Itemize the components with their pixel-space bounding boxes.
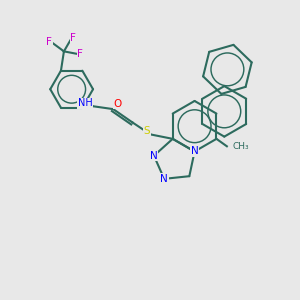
Text: CH₃: CH₃ [232,142,249,151]
Text: F: F [77,49,83,59]
Text: N: N [191,146,199,157]
Text: S: S [143,126,150,136]
Text: F: F [70,33,76,43]
Text: O: O [114,99,122,109]
Text: N: N [160,174,168,184]
Text: N: N [150,151,158,161]
Text: F: F [46,37,52,46]
Text: NH: NH [78,98,92,108]
